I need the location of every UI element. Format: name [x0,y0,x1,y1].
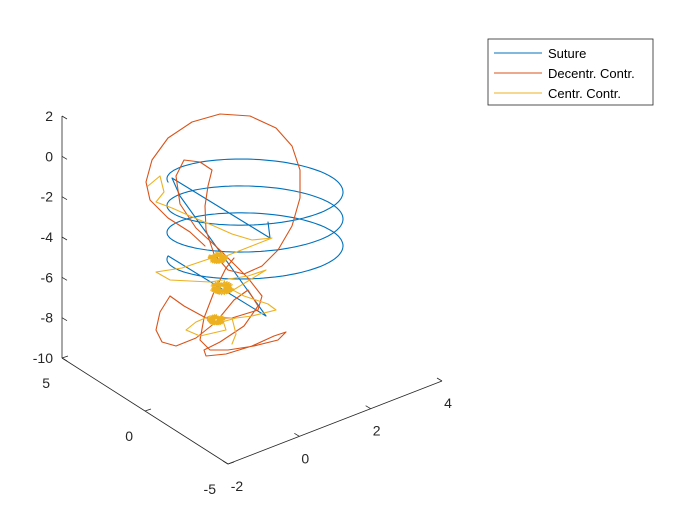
z-tick-mark [61,236,68,241]
y-tick-mark [227,461,235,465]
x-tick-label: 4 [444,395,452,411]
plot-area [145,113,344,357]
y-tick-mark [61,355,69,359]
series-decentr-contr [145,113,301,357]
z-tick-label: -8 [41,310,54,326]
legend-label-decentr: Decentr. Contr. [548,66,635,81]
z-tick-mark [61,196,68,201]
y-tick-label: 5 [42,375,50,391]
x-tick-mark [436,377,443,382]
x-axis-line [227,380,443,465]
z-tick-label: -4 [41,229,54,245]
x-tick-label: 2 [373,423,381,439]
legend-box [487,38,654,106]
x-tick-mark [365,405,371,410]
legend[interactable]: Suture Decentr. Contr. Centr. Contr. [487,38,654,106]
y-tick-label: 0 [125,428,133,444]
z-tick-mark [61,155,68,160]
z-tick-label: 2 [45,108,53,124]
series-suture [166,158,344,317]
series-centr-contr [147,175,277,345]
z-tick-mark [61,115,68,120]
z-tick-label: -2 [41,189,54,205]
legend-label-suture: Suture [548,46,586,61]
z-tick-mark [61,357,68,362]
y-tick-label: -5 [204,481,217,497]
z-tick-mark [61,276,68,281]
axes: -2 0 2 4 -5 0 5 -10 -8 -6 -4 -2 0 2 [33,108,452,497]
z-tick-label: -6 [41,269,54,285]
legend-label-centr: Centr. Contr. [548,86,621,101]
y-tick-mark [144,408,152,412]
x-tick-mark [294,432,300,437]
z-tick-label: 0 [45,148,53,164]
x-tick-mark [222,460,229,465]
x-tick-label: -2 [231,478,244,494]
z-tick-label: -10 [33,350,53,366]
x-tick-label: 0 [301,450,309,466]
z-tick-mark [61,317,68,322]
